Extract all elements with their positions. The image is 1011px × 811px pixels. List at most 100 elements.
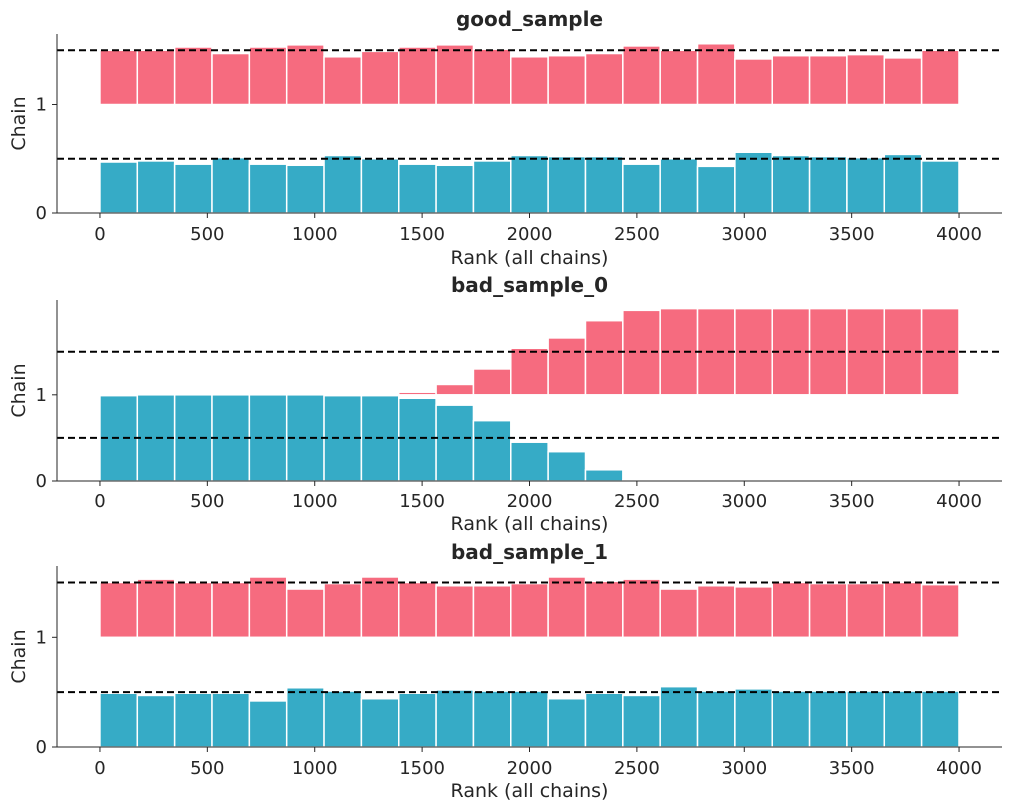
bar-chain0-bin0: [99, 161, 139, 214]
bar-chain1-bin18: [771, 581, 811, 639]
x-tick-label: 3500: [829, 758, 875, 779]
bar-chain1-bin1: [136, 578, 176, 639]
bar-chain1-bin10: [472, 48, 512, 106]
bar-chain1-bin13: [584, 580, 624, 639]
x-tick-label: 2000: [507, 491, 553, 512]
bar-chain1-bin7: [360, 50, 400, 106]
bar-chain1-bin11: [510, 582, 549, 639]
bar-chain1-bin11: [510, 347, 549, 396]
x-tick-label: 500: [190, 224, 224, 245]
bar-chain1-bin1: [136, 49, 176, 106]
bar-chain0-bin13: [584, 692, 624, 748]
bar-chain1-bin16: [696, 43, 736, 106]
bar-chain1-bin8: [397, 46, 437, 106]
bar-chain0-bin8: [397, 163, 437, 214]
bar-chain0-bin9: [435, 404, 475, 482]
bar-chain0-bin1: [136, 694, 176, 748]
bar-chain1-bin17: [734, 586, 773, 639]
bar-chain0-bin20: [846, 690, 886, 748]
bar-chain0-bin21: [883, 153, 923, 214]
x-axis-label: Rank (all chains): [451, 513, 609, 535]
x-tick-label: 1000: [292, 758, 338, 779]
x-tick-label: 2500: [614, 224, 660, 245]
bar-chain1-bin5: [285, 588, 325, 639]
bar-chain0-bin3: [211, 156, 251, 214]
bar-chain0-bin9: [435, 164, 475, 214]
x-tick-label: 1000: [292, 224, 338, 245]
bar-chain1-bin9: [435, 584, 475, 639]
bar-chain1-bin3: [211, 581, 251, 639]
x-tick-label: 4000: [936, 491, 982, 512]
chart-title: bad_sample_0: [451, 273, 608, 297]
chart-title: bad_sample_1: [451, 540, 608, 564]
bar-chain1-bin3: [211, 52, 251, 106]
x-tick-label: 3000: [721, 758, 767, 779]
bar-chain1-bin14: [622, 45, 661, 106]
bar-chain0-bin20: [846, 156, 886, 214]
y-tick-label: 1: [36, 95, 47, 116]
x-tick-label: 1500: [399, 224, 445, 245]
bar-chain0-bin11: [510, 154, 549, 214]
bar-chain1-bin0: [99, 581, 139, 639]
bar-chain0-bin15: [659, 158, 699, 214]
bar-chain1-bin12: [547, 337, 587, 396]
chart-title: good_sample: [456, 7, 603, 31]
bar-chain0-bin14: [622, 163, 661, 214]
bar-chain1-bin12: [547, 576, 587, 639]
bar-chain1-bin6: [323, 56, 363, 106]
x-tick-label: 4000: [936, 224, 982, 245]
bar-chain1-bin2: [173, 46, 213, 106]
bar-chain0-bin12: [547, 697, 587, 748]
bar-chain0-bin13: [584, 469, 624, 482]
bar-chain0-bin9: [435, 689, 475, 748]
y-tick-label: 0: [36, 471, 47, 492]
bar-chain0-bin22: [920, 690, 960, 748]
bar-chain1-bin13: [584, 52, 624, 106]
x-tick-label: 1500: [399, 491, 445, 512]
bar-chain0-bin3: [211, 692, 251, 748]
bar-chain0-bin7: [360, 697, 400, 748]
bar-chain0-bin1: [136, 160, 176, 214]
x-tick-label: 0: [94, 758, 105, 779]
bar-chain1-bin19: [808, 582, 848, 639]
x-tick-label: 500: [190, 491, 224, 512]
x-tick-label: 1500: [399, 758, 445, 779]
bar-chain0-bin10: [472, 419, 512, 482]
bar-chain1-bin13: [584, 319, 624, 396]
bar-chain0-bin22: [920, 160, 960, 214]
bar-chain0-bin10: [472, 690, 512, 748]
bar-chain1-bin21: [883, 581, 923, 639]
y-tick-label: 0: [36, 737, 47, 758]
bar-chain1-bin19: [808, 54, 848, 106]
chart-panel-2: 0 500 1000 1500 2000 2500 3000 3500 4000 0 1 bad_sa…: [8, 540, 1002, 802]
x-tick-label: 4000: [936, 758, 982, 779]
bar-chain0-bin5: [285, 164, 325, 214]
x-tick-label: 1000: [292, 491, 338, 512]
bar-chain0-bin19: [808, 690, 848, 748]
x-tick-label: 0: [94, 224, 105, 245]
bar-chain1-bin9: [435, 44, 475, 106]
y-axis-label: Chain: [8, 363, 30, 417]
bar-chain1-bin15: [659, 588, 699, 639]
bar-chain0-bin13: [584, 155, 624, 214]
x-tick-label: 2500: [614, 491, 660, 512]
bar-chain0-bin8: [397, 397, 437, 482]
bar-chain1-bin20: [846, 53, 886, 106]
bar-chain0-bin7: [360, 158, 400, 214]
y-axis-label: Chain: [8, 96, 30, 150]
bar-chain0-bin16: [696, 165, 736, 214]
bar-chain0-bin6: [323, 154, 363, 214]
bar-chain0-bin14: [622, 694, 661, 748]
bar-chain0-bin17: [734, 688, 773, 748]
x-tick-label: 3500: [829, 491, 875, 512]
x-axis-label: Rank (all chains): [451, 780, 609, 802]
bar-chain0-bin4: [248, 163, 288, 214]
bar-chain1-bin22: [920, 583, 960, 639]
x-tick-label: 3000: [721, 491, 767, 512]
bar-chain0-bin5: [285, 687, 325, 748]
bar-chain1-bin4: [248, 576, 288, 639]
bar-chain0-bin11: [510, 690, 549, 748]
bar-chain1-bin10: [472, 368, 512, 396]
bar-chain0-bin21: [883, 690, 923, 748]
